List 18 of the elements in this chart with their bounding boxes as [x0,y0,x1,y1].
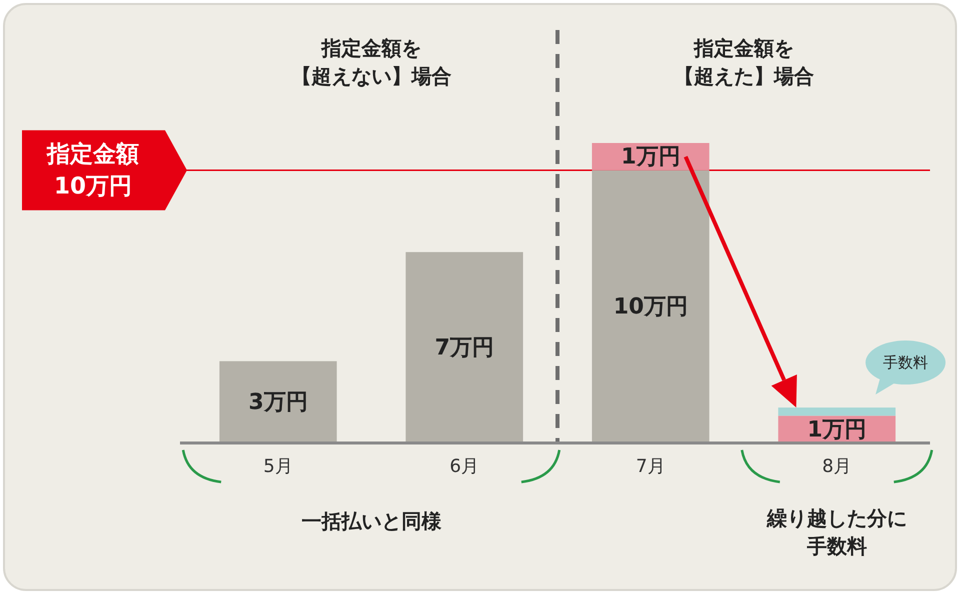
bar [219,361,337,443]
x-tick-label: 5月 [263,456,293,476]
data-label: 1万円 [807,416,867,442]
text: 指定金額を【超えない】場合 [291,36,452,88]
text: 手数料 [883,354,928,372]
text: 繰り越した分に手数料 [766,506,907,558]
x-tick-label: 6月 [450,456,480,476]
text: 一括払いと同様 [301,509,442,533]
x-tick-label: 8月 [822,456,852,476]
data-label: 1万円 [620,144,680,170]
data-label: 7万円 [434,335,494,360]
x-tick-label: 7月 [636,456,666,476]
data-label: 3万円 [248,390,308,415]
bar [778,408,896,416]
data-label: 10万円 [613,294,688,320]
bar [406,252,524,443]
ref-line-label: 指定金額 10万円 [46,140,139,200]
text: 指定金額を【超えた】場合 [674,36,814,88]
